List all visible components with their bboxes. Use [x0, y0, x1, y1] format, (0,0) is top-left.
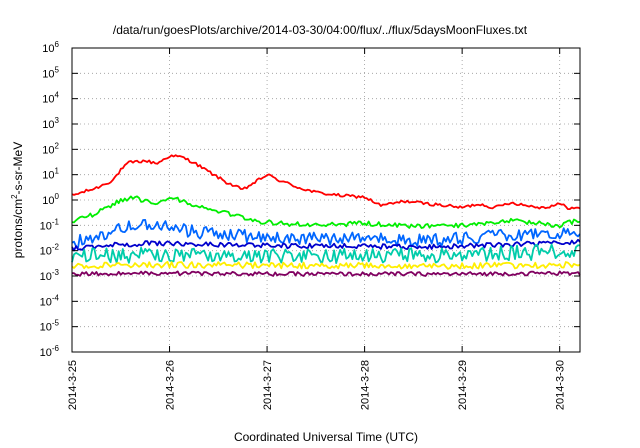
y-tick-label: 100 — [42, 192, 59, 207]
series-line-7 — [72, 270, 581, 277]
x-tick-label: 2014-3-29 — [457, 360, 469, 410]
y-tick-label: 10-6 — [40, 344, 60, 359]
y-tick-label: 102 — [42, 141, 59, 156]
x-tick-label: 2014-3-30 — [555, 360, 567, 410]
series-line-2 — [71, 195, 581, 229]
y-tick-label: 101 — [42, 167, 59, 182]
y-tick-label: 106 — [42, 40, 59, 55]
y-tick-label: 10-4 — [40, 293, 60, 308]
y-tick-label: 10-2 — [40, 243, 60, 258]
y-tick-label: 10-3 — [40, 268, 60, 283]
chart-title: /data/run/goesPlots/archive/2014-03-30/0… — [113, 23, 528, 37]
y-tick-label: 103 — [42, 116, 59, 131]
y-tick-label: 10-5 — [40, 319, 60, 334]
series-line-1 — [71, 154, 581, 210]
x-axis-label: Coordinated Universal Time (UTC) — [234, 430, 418, 444]
series-line-5 — [71, 243, 581, 265]
x-tick-label: 2014-3-25 — [67, 360, 79, 410]
series-line-3 — [71, 219, 581, 249]
series-group — [71, 154, 581, 277]
x-tick-label: 2014-3-27 — [262, 360, 274, 410]
y-tick-label: 104 — [42, 91, 59, 106]
x-tick-label: 2014-3-26 — [165, 360, 177, 410]
series-line-4 — [71, 238, 581, 252]
y-axis-label: protons/cm2-s-sr-MeV — [10, 142, 25, 258]
y-axis-ticks: 10-6 10-5 10-4 10-3 10-2 10-1 100 101 102 103 104 1… — [40, 40, 580, 359]
y-tick-label: 105 — [42, 65, 59, 80]
y-tick-label: 10-1 — [40, 217, 60, 232]
x-tick-label: 2014-3-28 — [360, 360, 372, 410]
series-line-6 — [71, 260, 581, 270]
x-axis-ticks: 2014-3-25 2014-3-26 2014-3-27 2014-3-28 2014… — [67, 48, 567, 410]
